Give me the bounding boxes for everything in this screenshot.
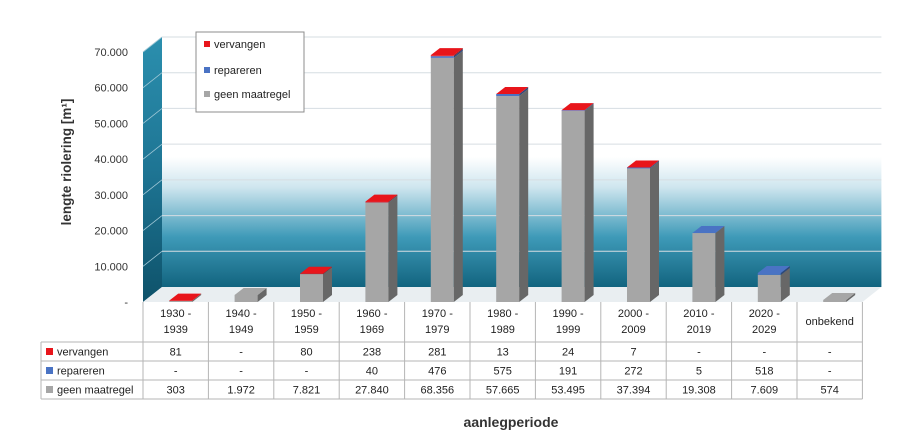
table-row-label-geen-maatregel: geen maatregel [57, 385, 133, 397]
data-label: 303 [167, 385, 185, 397]
bar-repareren-1990-1999 [562, 110, 585, 111]
data-label: 476 [428, 366, 446, 378]
x-tick-label: 1950 -1959 [291, 308, 323, 336]
data-label: 1.972 [227, 385, 255, 397]
x-tick-label: 2000 -2009 [618, 308, 650, 336]
x-tick-label: 1990 -1999 [552, 308, 584, 336]
x-tick-label: 1940 -1949 [225, 308, 257, 336]
bar-geen-maatregel-1970-1979-side [454, 51, 463, 302]
bar-geen-maatregel-1980-1989 [496, 96, 519, 302]
data-label: 40 [366, 366, 378, 378]
data-label: 19.308 [682, 385, 716, 397]
legend-label-repareren: repareren [214, 65, 262, 77]
y-tick-label: 60.000 [94, 83, 128, 95]
legend-swatch-repareren [204, 67, 210, 73]
data-label: 53.495 [551, 385, 585, 397]
bar-repareren-1970-1979 [431, 56, 454, 58]
legend-label-geen-maatregel: geen maatregel [214, 89, 290, 101]
y-axis-title: lengte riolering [m¹] [59, 99, 74, 226]
bar-geen-maatregel-2010-2019-side [715, 226, 724, 302]
bar-geen-maatregel-1950-1959 [300, 274, 323, 302]
data-label: 13 [497, 347, 509, 359]
data-table: 1930 -1939 1940 -1949 1950 -1959 1960 -1969… [41, 302, 862, 399]
data-label: 574 [821, 385, 839, 397]
bar-geen-maatregel-2010-2019 [692, 233, 715, 302]
data-label: 37.394 [617, 385, 651, 397]
table-key-geen-maatregel [46, 386, 53, 393]
x-tick-label: 1980 -1989 [487, 308, 519, 336]
data-label: 24 [562, 347, 574, 359]
legend-label-vervangen: vervangen [214, 39, 265, 51]
y-tick-label: 50.000 [94, 118, 128, 130]
table-row-label-vervangen: vervangen [57, 347, 108, 359]
bar-vervangen-1970-1979 [431, 55, 454, 56]
data-label: 575 [494, 366, 512, 378]
bar-geen-maatregel-2000-2009-side [650, 161, 659, 302]
bar-geen-maatregel-1960-1969-side [388, 196, 397, 302]
x-tick-label: 1970 -1979 [422, 308, 454, 336]
data-label: 81 [170, 347, 182, 359]
bar-vervangen-1960-1969 [365, 202, 388, 203]
data-label: 281 [428, 347, 446, 359]
data-label: - [762, 347, 766, 359]
side-wall [143, 37, 162, 302]
y-tick-label: 40.000 [94, 154, 128, 166]
table-row-label-repareren: repareren [57, 366, 105, 378]
data-label: - [239, 347, 243, 359]
bar-geen-maatregel-2000-2009 [627, 168, 650, 302]
y-tick-label: 30.000 [94, 190, 128, 202]
bar-repareren-2000-2009 [627, 167, 650, 168]
data-label: 57.665 [486, 385, 520, 397]
data-label: 518 [755, 366, 773, 378]
data-label: - [239, 366, 243, 378]
legend: vervangen repareren geen maatregel [196, 32, 304, 112]
data-label: 27.840 [355, 385, 389, 397]
y-tick-label: 10.000 [94, 261, 128, 273]
table-key-vervangen [46, 348, 53, 355]
x-tick-label: 1930 -1939 [160, 308, 192, 336]
bar-geen-maatregel-onbekend [823, 300, 846, 302]
data-label: - [828, 366, 832, 378]
x-tick-label: 2020 -2029 [749, 308, 781, 336]
x-tick-label: onbekend [806, 316, 854, 328]
bar-geen-maatregel-1990-1999-side [585, 104, 594, 302]
data-label: - [828, 347, 832, 359]
bar-geen-maatregel-1960-1969 [365, 203, 388, 302]
data-label: 7.609 [751, 385, 779, 397]
data-label: 272 [624, 366, 642, 378]
x-axis-title: aanlegperiode [464, 414, 559, 430]
bar-geen-maatregel-1940-1949 [235, 295, 258, 302]
y-axis-ticks: - 10.000 20.000 30.000 40.000 50.000 60.000 70.… [94, 47, 128, 309]
bar-geen-maatregel-1980-1989-side [519, 89, 528, 302]
legend-swatch-geen-maatregel [204, 91, 210, 97]
data-label: 191 [559, 366, 577, 378]
data-label: 68.356 [420, 385, 454, 397]
bar-geen-maatregel-1970-1979 [431, 58, 454, 302]
table-key-repareren [46, 367, 53, 374]
data-label: 5 [696, 366, 702, 378]
data-label: 80 [300, 347, 312, 359]
y-tick-label: 70.000 [94, 47, 128, 59]
data-label: - [697, 347, 701, 359]
bar-geen-maatregel-1930-1939 [169, 301, 192, 302]
data-label: - [305, 366, 309, 378]
data-label: - [174, 366, 178, 378]
y-tick-label: - [124, 297, 128, 309]
legend-swatch-vervangen [204, 41, 210, 47]
bar-geen-maatregel-1990-1999 [562, 111, 585, 302]
y-tick-label: 20.000 [94, 226, 128, 238]
data-label: 238 [363, 347, 381, 359]
bar-repareren-1980-1989 [496, 94, 519, 96]
x-tick-label: 2010 -2019 [683, 308, 715, 336]
data-label: 7.821 [293, 385, 321, 397]
x-tick-label: 1960 -1969 [356, 308, 388, 336]
bar-geen-maatregel-2020-2029 [758, 275, 781, 302]
data-label: 7 [630, 347, 636, 359]
bar-repareren-2020-2029 [758, 273, 781, 275]
